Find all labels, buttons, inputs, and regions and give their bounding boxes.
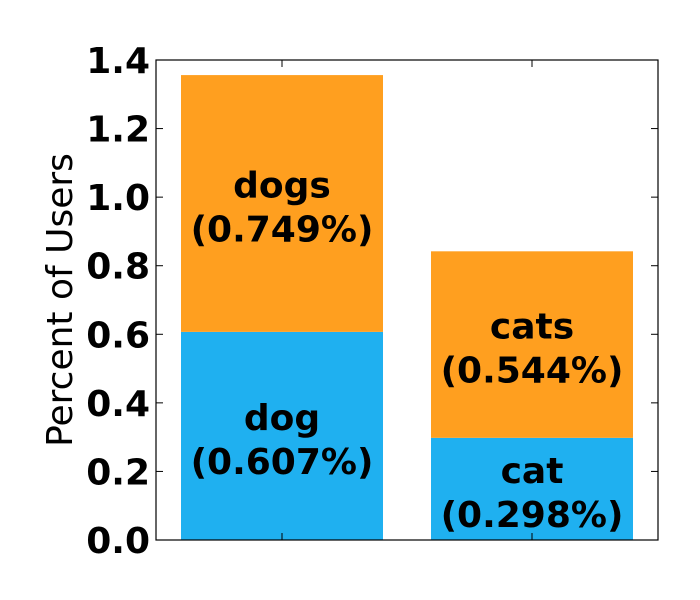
data-label-percent: (0.544%) <box>441 351 624 392</box>
bar-segment-top-1 <box>181 75 383 332</box>
y-tick-label: 0.0 <box>86 521 150 562</box>
y-tick-label: 1.4 <box>86 41 150 82</box>
data-label-percent: (0.298%) <box>441 495 624 536</box>
y-tick-label: 0.8 <box>86 247 150 288</box>
y-tick-label: 0.4 <box>86 384 150 425</box>
data-label-percent: (0.607%) <box>191 442 374 483</box>
y-tick-label: 0.6 <box>86 315 150 356</box>
data-labels-layer: dog(0.607%) dogs(0.749%) cat(0.298%) cats(0… <box>191 165 624 535</box>
y-tick-label: 1.2 <box>86 110 150 151</box>
data-label-percent: (0.749%) <box>191 209 374 250</box>
bar-segment-bottom-2 <box>431 437 633 540</box>
y-axis-label: Percent of Users <box>40 153 81 447</box>
y-tick-label: 1.0 <box>86 178 150 219</box>
plot-frame <box>155 59 659 541</box>
bar-segment-top-2 <box>431 251 633 438</box>
bar-segment-bottom-1 <box>181 331 383 540</box>
data-label-name: cats <box>490 307 574 348</box>
y-tick-label: 0.2 <box>86 452 150 493</box>
data-label-name: dogs <box>233 165 331 206</box>
data-label-name: dog <box>244 398 320 439</box>
bars-layer <box>181 75 633 540</box>
axes-layer: 0.0 0.2 0.4 0.6 0.8 1.0 1.2 1.4 <box>86 41 659 562</box>
data-label-name: cat <box>501 451 564 492</box>
